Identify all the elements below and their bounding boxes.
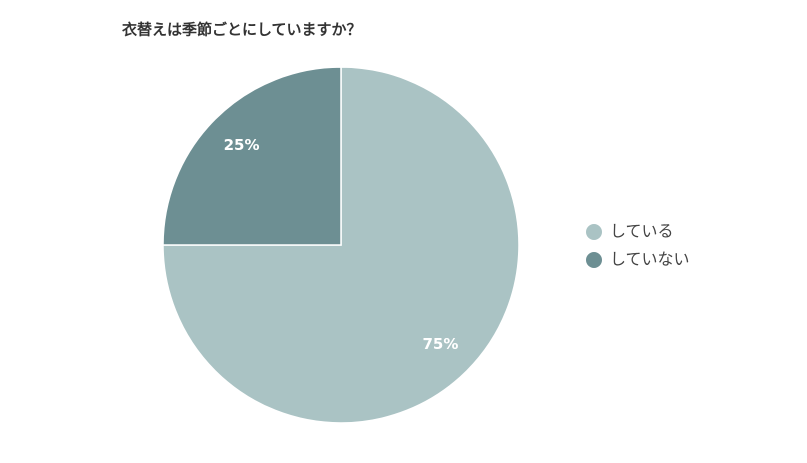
chart-title: 衣替えは季節ごとにしていますか？ <box>122 21 362 39</box>
legend-label: していない <box>610 250 690 269</box>
legend-label: している <box>610 222 674 241</box>
value-label: 75% <box>422 335 458 353</box>
value-label: 25% <box>224 136 260 154</box>
legend-marker <box>586 224 602 240</box>
legend-marker <box>586 252 602 268</box>
pie-slice <box>162 66 520 424</box>
pie-slice <box>162 66 342 246</box>
